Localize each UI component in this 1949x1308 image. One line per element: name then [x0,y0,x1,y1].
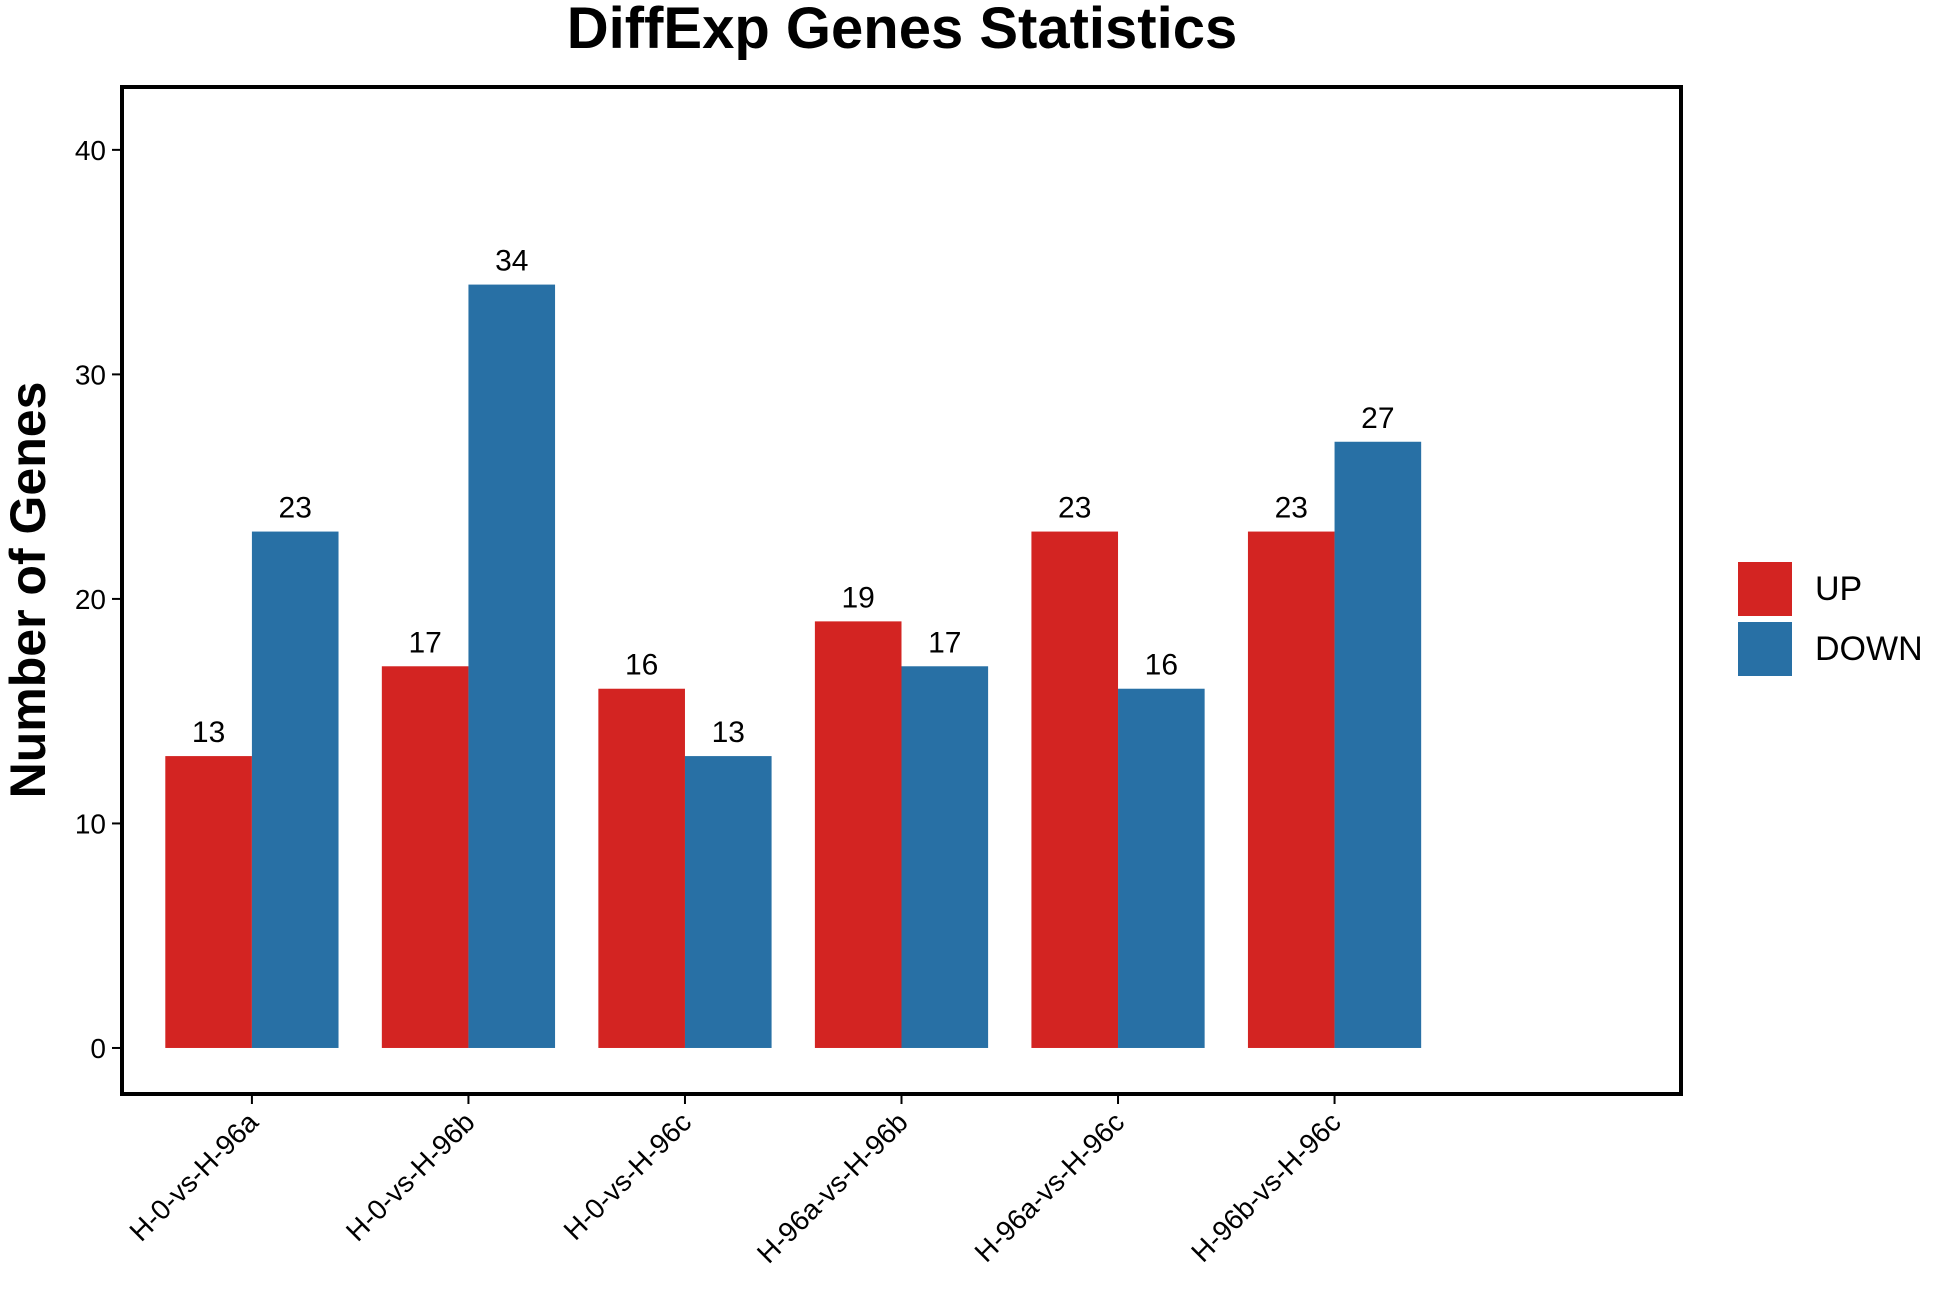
legend-label: DOWN [1815,630,1923,668]
value-label: 27 [1361,402,1394,435]
value-label: 19 [842,581,875,614]
x-tick-label: H-96a-vs-H-96b [751,1106,914,1269]
y-axis-title: Number of Genes [0,382,56,799]
x-tick-label: H-96b-vs-H-96c [1185,1106,1347,1268]
bar [684,756,772,1048]
value-label: 17 [928,626,961,659]
legend-swatch [1738,562,1792,616]
bar [251,531,339,1048]
value-label: 34 [495,245,528,278]
bar [598,688,685,1048]
x-tick-label: H-0-vs-H-96c [558,1106,698,1246]
bar [1247,531,1335,1048]
value-label: 13 [712,716,745,749]
bar [901,666,989,1048]
bar [165,756,252,1048]
value-label: 13 [192,716,225,749]
bar [1334,441,1422,1048]
value-label: 17 [408,626,441,659]
bar [381,666,469,1048]
bar [1118,688,1205,1048]
chart-title: DiffExp Genes Statistics [567,0,1237,61]
value-label: 16 [1145,649,1178,682]
value-label: 23 [1275,492,1308,525]
y-tick-label: 40 [75,135,106,166]
bar [1031,531,1119,1048]
bar [814,621,902,1048]
x-tick-label: H-0-vs-H-96b [340,1106,481,1247]
value-label: 23 [1058,492,1091,525]
y-tick-label: 30 [75,359,106,390]
x-tick-label: H-0-vs-H-96a [123,1106,264,1247]
y-tick-label: 0 [90,1033,106,1064]
bar [468,284,556,1048]
value-label: 16 [625,649,658,682]
legend-label: UP [1815,570,1862,608]
value-label: 23 [279,492,312,525]
x-tick-label: H-96a-vs-H-96c [969,1106,1131,1268]
y-tick-label: 10 [75,808,106,839]
y-tick-label: 20 [75,584,106,615]
legend-swatch [1738,622,1792,676]
